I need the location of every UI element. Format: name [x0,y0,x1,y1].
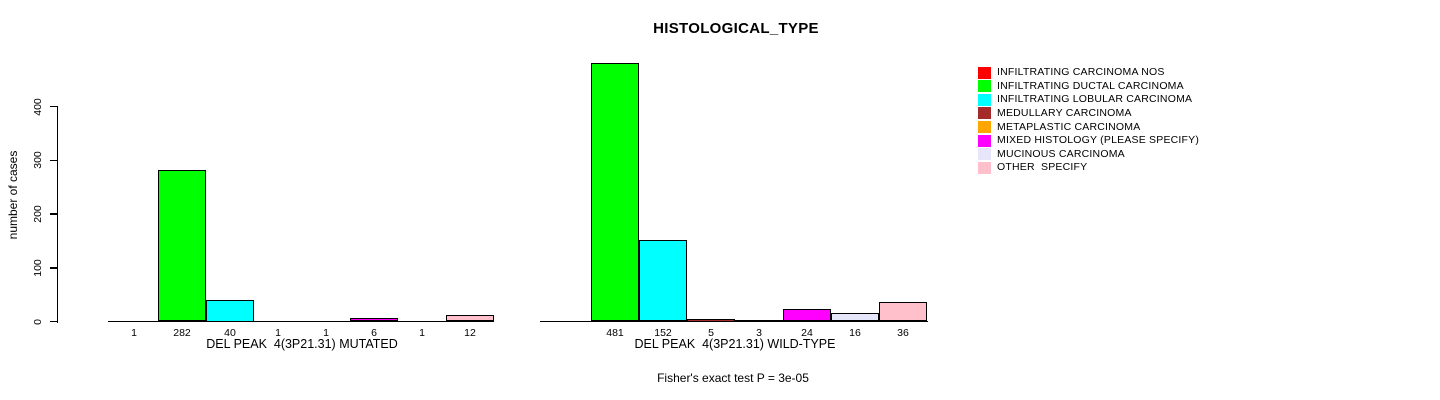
legend-swatch [978,107,991,120]
bar [302,320,350,322]
y-tick-mark [49,320,57,323]
bar-value-label: 5 [708,326,714,339]
y-tick-mark [49,105,57,108]
bar-value-label: 1 [275,326,281,339]
bar [591,62,639,322]
bar [639,239,687,322]
legend-item-label: MIXED HISTOLOGY (PLEASE SPECIFY) [997,134,1200,147]
y-tick-label: 100 [32,258,44,277]
bar [110,320,158,322]
legend-swatch [978,66,991,79]
y-tick-mark [49,159,57,161]
bar [158,169,206,322]
bar-value-label: 36 [897,326,909,339]
bar-value-label: 282 [173,326,191,339]
y-axis-line [56,106,58,323]
bar-value-label: 16 [849,326,861,339]
legend-swatch [978,121,991,134]
bar [254,320,302,322]
bar-value-label: 481 [606,326,624,339]
legend-swatch [978,93,991,106]
bar [206,300,254,322]
bar [446,315,494,322]
legend-item-label: INFILTRATING CARCINOMA NOS [997,66,1165,78]
legend-item-label: INFILTRATING DUCTAL CARCINOMA [997,79,1184,92]
x-axis-baseline [108,320,494,323]
bar-value-label: 40 [224,326,236,339]
y-tick-label: 0 [32,318,44,325]
legend-swatch [978,148,991,161]
bar [735,319,783,322]
x-axis-title-mutated: DEL PEAK 4(3P21.31) MUTATED [206,337,398,351]
x-axis-title-wild-type: DEL PEAK 4(3P21.31) WILD-TYPE [634,337,836,351]
bar [398,320,446,322]
legend-swatch [978,80,991,93]
bar-value-label: 3 [756,326,762,339]
y-tick-label: 300 [32,151,44,170]
bar-value-label: 1 [323,326,329,339]
bar [879,302,927,322]
legend-swatch [978,161,991,174]
legend-item-label: METAPLASTIC CARCINOMA [997,120,1141,133]
fisher-test-annotation: Fisher's exact test P = 3e-05 [657,371,809,385]
bar [687,318,735,322]
legend-item-label: INFILTRATING LOBULAR CARCINOMA [997,93,1193,106]
bar-value-label: 152 [654,326,672,339]
legend-item-label: MEDULLARY CARCINOMA [997,106,1132,119]
y-axis-label: number of cases [6,150,20,240]
bar [831,312,879,322]
bar-value-label: 1 [131,326,137,339]
bar [783,308,831,322]
legend-item-label: MUCINOUS CARCINOMA [997,147,1125,160]
y-tick-label: 200 [32,205,44,223]
bar-value-label: 1 [419,326,425,339]
y-tick-mark [49,267,57,269]
chart-title: HISTOLOGICAL_TYPE [653,20,819,37]
legend-item-label: OTHER SPECIFY [997,161,1088,174]
legend-swatch [978,134,991,147]
bar-value-label: 6 [371,326,377,339]
bar [350,318,398,322]
bar-value-label: 12 [464,326,476,339]
y-tick-label: 400 [32,97,44,116]
y-tick-mark [49,213,57,215]
bar-value-label: 24 [801,326,813,339]
